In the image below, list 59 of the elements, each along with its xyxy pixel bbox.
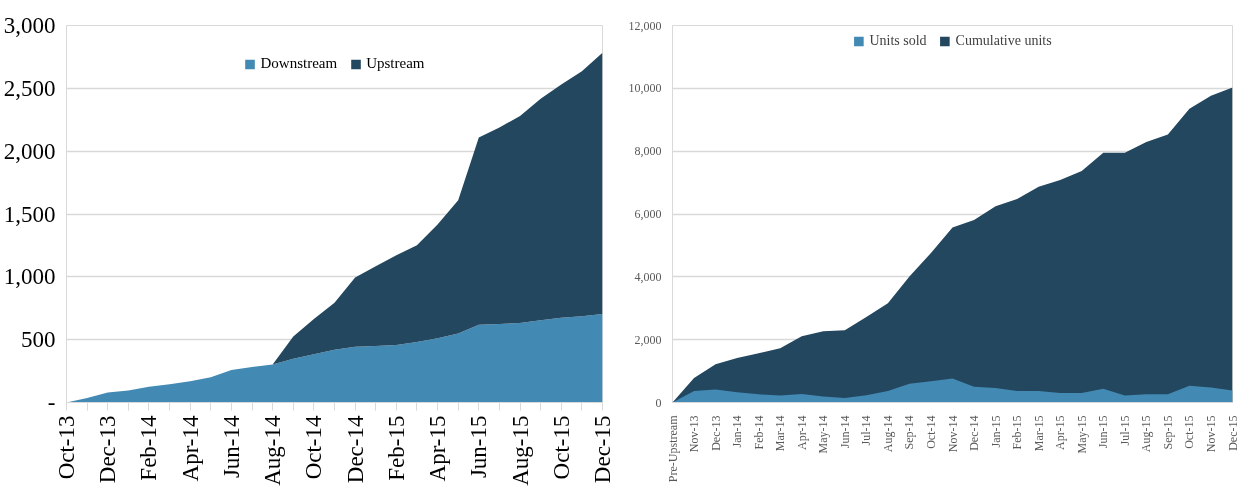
x-tick-label: Oct-13 — [54, 415, 79, 480]
x-tick-label: Aug-15 — [1139, 415, 1154, 453]
x-tick-label: Dec-15 — [1225, 415, 1240, 451]
x-tick-label: Dec-13 — [708, 415, 723, 451]
x-tick-label: Jul-15 — [1117, 415, 1132, 446]
x-tick-label: May-15 — [1074, 415, 1089, 454]
x-tick-label: Nov-13 — [687, 415, 702, 453]
y-tick-label: 2,500 — [3, 75, 56, 101]
x-tick-label: Dec-14 — [342, 415, 368, 484]
x-tick-label: Jul-14 — [859, 415, 874, 446]
x-tick-label: Feb-14 — [136, 415, 162, 481]
x-tick-label: Nov-15 — [1203, 415, 1218, 453]
y-tick-label: 12,000 — [628, 18, 662, 33]
y-tick-label: 500 — [21, 327, 56, 353]
x-tick-label: Feb-15 — [1010, 415, 1025, 450]
x-tick-label: Aug-15 — [507, 415, 533, 486]
x-tick-label: Mar-15 — [1031, 415, 1046, 452]
x-tick-label: Nov-14 — [945, 415, 960, 453]
legend-label: Upstream — [366, 55, 425, 72]
legend-label: Cumulative units — [955, 33, 1052, 49]
y-tick-label: 2,000 — [3, 138, 56, 164]
x-tick-label: Jun-14 — [218, 415, 244, 479]
x-tick-label: Feb-15 — [383, 415, 409, 481]
y-tick-label: 3,000 — [3, 13, 56, 38]
x-tick-label: Apr-15 — [425, 415, 451, 482]
x-tick-label: Aug-14 — [880, 415, 895, 453]
x-tick-label: Aug-14 — [260, 415, 286, 486]
y-tick-label: 1,500 — [3, 201, 56, 227]
y-tick-label: - — [47, 390, 56, 415]
y-tick-label: 8,000 — [634, 144, 662, 159]
y-tick-label: 4,000 — [634, 269, 662, 284]
x-tick-label: Sep-14 — [902, 415, 917, 450]
x-tick-label: May-14 — [816, 415, 831, 454]
x-tick-label: Jun-15 — [1096, 415, 1111, 449]
x-tick-label: Jan-15 — [988, 415, 1003, 448]
x-tick-label: Jan-14 — [730, 415, 745, 448]
x-tick-label: Dec-14 — [967, 415, 982, 451]
x-tick-label: Oct-14 — [923, 415, 938, 449]
x-tick-label: Dec-15 — [590, 415, 615, 484]
x-tick-label: Oct-15 — [1182, 415, 1197, 449]
legend-label: Units sold — [869, 33, 927, 49]
x-tick-label: Pre-Upstream — [665, 414, 680, 483]
y-tick-label: 0 — [655, 395, 662, 410]
x-tick-label: Jun-14 — [837, 415, 852, 449]
y-tick-label: 6,000 — [634, 207, 662, 221]
x-tick-label: Apr-15 — [1053, 415, 1068, 450]
x-tick-label: Oct-15 — [548, 415, 574, 480]
y-tick-label: 2,000 — [634, 332, 662, 347]
x-tick-label: Feb-14 — [751, 415, 766, 450]
y-tick-label: 1,000 — [3, 264, 56, 290]
x-tick-label: Oct-14 — [301, 415, 327, 480]
y-tick-label: 10,000 — [628, 81, 662, 96]
x-tick-label: Apr-14 — [794, 415, 809, 450]
x-tick-label: Sep-15 — [1160, 415, 1175, 450]
legend-label: Downstream — [260, 55, 338, 72]
x-tick-label: Dec-13 — [95, 415, 121, 484]
x-tick-label: Apr-14 — [177, 415, 203, 482]
x-tick-label: Mar-14 — [773, 415, 788, 452]
x-tick-label: Jun-15 — [466, 415, 492, 479]
